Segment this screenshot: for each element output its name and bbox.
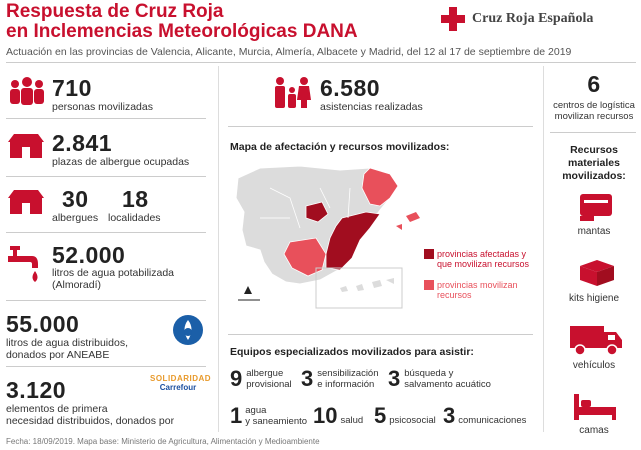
equip-label: comunicaciones <box>458 414 527 426</box>
equip-item: 3 comunicaciones <box>443 405 526 427</box>
item-blankets: mantas <box>577 226 611 237</box>
equip-count: 3 <box>388 366 401 391</box>
water-tap-icon <box>8 246 38 282</box>
aneabe-label-2: donados por ANEABE <box>6 349 110 361</box>
equip-item: 3 búsqueda y salvamento acuático <box>388 366 491 391</box>
items-label-2: necesidad distribuidos, donados por <box>6 415 175 427</box>
equip-item: 3 sensibilización e información <box>301 366 379 391</box>
legend-swatch-affected <box>424 249 434 259</box>
materials-title: Recursos materiales movilizados: <box>548 144 640 183</box>
logistics-count: 6 <box>587 71 601 97</box>
materials-title-2: materiales <box>568 157 620 169</box>
legend-mobilize-line2: recursos <box>437 290 472 300</box>
column-divider <box>543 66 544 432</box>
shelters-count: 30 <box>62 186 89 212</box>
items-count: 3.120 <box>6 377 67 403</box>
materials-title-3: movilizados: <box>562 170 626 182</box>
equip-count: 3 <box>443 403 456 428</box>
divider <box>6 232 206 233</box>
carrefour-solidaridad-logo: SOLIDARIDAD Carrefour <box>150 374 212 392</box>
equip-label: sensibilización <box>317 368 379 379</box>
equip-count: 3 <box>301 366 314 391</box>
title-line-1: Respuesta de Cruz Roja <box>6 1 224 22</box>
divider <box>6 300 206 301</box>
red-cross-icon <box>441 7 465 31</box>
legend-mobilize-line1: provincias movilizan <box>437 280 518 290</box>
divider <box>6 366 206 367</box>
equip-item: 5 psicosocial <box>374 405 436 427</box>
column-divider <box>218 66 219 432</box>
equip-label: búsqueda y <box>404 368 454 379</box>
title-line-2: en Inclemencias Meteorológicas DANA <box>6 21 358 42</box>
equip-count: 5 <box>374 403 387 428</box>
legend-affected-line1: provincias afectadas y <box>437 249 527 259</box>
shelter-places-count: 2.841 <box>52 130 113 156</box>
logistics-block: 6 centros de logística movilizan recurso… <box>548 72 640 122</box>
assistance-label: asistencias realizadas <box>320 101 423 113</box>
divider <box>550 132 636 133</box>
spain-map <box>235 165 420 309</box>
divider <box>6 176 206 177</box>
assistance-count: 6.580 <box>320 75 381 101</box>
equip-count: 1 <box>230 403 243 428</box>
people-label: personas movilizadas <box>52 101 153 113</box>
water-count: 52.000 <box>52 242 126 268</box>
equip-label: salud <box>340 414 364 426</box>
equip-item: 9 albergue provisional <box>230 366 292 391</box>
equip-item: 1 agua y saneamiento <box>230 403 308 428</box>
items-label-1: elementos de primera <box>6 403 108 415</box>
cruz-roja-logo: Cruz Roja Española <box>440 6 593 32</box>
divider <box>228 334 533 335</box>
footer-note: Fecha: 18/09/2019. Mapa base: Ministerio… <box>6 437 320 446</box>
bed-icon <box>574 394 616 420</box>
equip-count: 10 <box>313 403 338 428</box>
shelter-icon <box>8 134 44 158</box>
divider <box>6 118 206 119</box>
equip-label: albergue <box>246 368 284 379</box>
hygiene-kit-icon <box>580 260 614 286</box>
equip-label: provisional <box>246 379 292 390</box>
truck-icon <box>570 326 622 356</box>
shelter-icon <box>8 190 44 214</box>
shelters-label: albergues <box>52 212 99 224</box>
water-location: (Almoradí) <box>52 279 102 291</box>
equip-label: y saneamiento <box>245 416 308 427</box>
equip-label: salvamento acuático <box>404 379 491 390</box>
equip-item: 10 salud <box>313 405 363 427</box>
item-beds: camas <box>579 425 609 436</box>
people-icon <box>10 77 44 105</box>
legend-mobilize: provincias movilizan recursos <box>437 280 518 300</box>
page-title: Respuesta de Cruz Roja en Inclemencias M… <box>6 2 358 42</box>
equip-label: agua <box>245 405 267 416</box>
water-label: litros de agua potabilizada <box>52 267 175 279</box>
aneabe-logo <box>173 315 203 345</box>
materials-title-1: Recursos <box>570 144 618 156</box>
logistics-label-1: centros de logística <box>553 100 635 111</box>
equip-count: 9 <box>230 366 243 391</box>
localities-count: 18 <box>122 186 149 212</box>
legend-affected-line2: que movilizan recursos <box>437 259 530 269</box>
logistics-label-2: movilizan recursos <box>554 111 634 122</box>
blanket-icon <box>580 194 612 221</box>
item-hygiene-kits: kits higiene <box>568 293 620 304</box>
legend-swatch-mobilize <box>424 280 434 290</box>
people-count: 710 <box>52 75 92 101</box>
equip-label: e información <box>317 379 375 390</box>
logo-text: Cruz Roja Española <box>472 11 594 26</box>
aneabe-label-1: litros de agua distribuidos, <box>6 337 128 349</box>
item-vehicles: vehículos <box>572 360 616 371</box>
page-subtitle: Actuación en las provincias de Valencia,… <box>6 46 572 58</box>
brand-carrefour: Carrefour <box>159 383 197 392</box>
shelter-places-label: plazas de albergue ocupadas <box>52 156 190 168</box>
equipment-title: Equipos especializados movilizados para … <box>230 346 474 358</box>
map-title: Mapa de afectación y recursos movilizado… <box>230 141 450 153</box>
localities-label: localidades <box>108 212 161 224</box>
aneabe-count: 55.000 <box>6 311 80 337</box>
family-icon <box>275 77 311 108</box>
divider <box>228 126 533 127</box>
header-divider <box>6 62 636 63</box>
brand-solidaridad: SOLIDARIDAD <box>150 374 212 383</box>
equip-label: psicosocial <box>389 414 436 426</box>
legend-affected: provincias afectadas y que movilizan rec… <box>437 249 529 269</box>
